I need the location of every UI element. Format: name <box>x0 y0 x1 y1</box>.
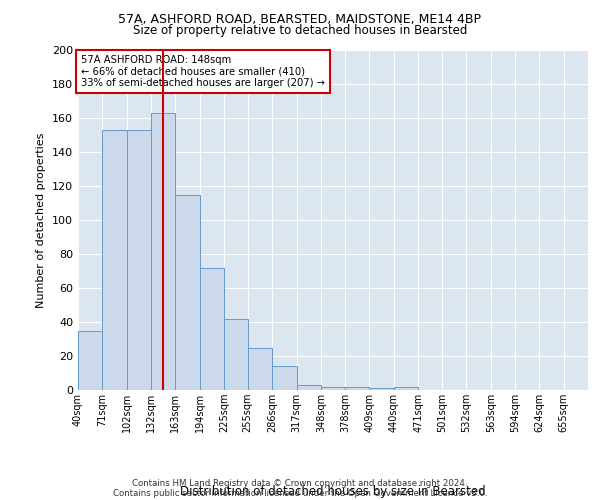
X-axis label: Distribution of detached houses by size in Bearsted: Distribution of detached houses by size … <box>180 485 486 498</box>
Bar <box>345 386 370 390</box>
Text: Contains HM Land Registry data © Crown copyright and database right 2024.: Contains HM Land Registry data © Crown c… <box>132 479 468 488</box>
Bar <box>103 130 127 390</box>
Bar <box>248 348 272 390</box>
Bar <box>224 318 248 390</box>
Bar <box>78 330 103 390</box>
Bar <box>200 268 224 390</box>
Bar <box>175 194 200 390</box>
Bar <box>127 130 151 390</box>
Bar <box>321 386 345 390</box>
Y-axis label: Number of detached properties: Number of detached properties <box>37 132 46 308</box>
Text: 57A ASHFORD ROAD: 148sqm
← 66% of detached houses are smaller (410)
33% of semi-: 57A ASHFORD ROAD: 148sqm ← 66% of detach… <box>80 55 325 88</box>
Bar <box>296 385 321 390</box>
Text: Contains public sector information licensed under the Open Government Licence v3: Contains public sector information licen… <box>113 489 487 498</box>
Bar <box>151 113 175 390</box>
Bar <box>272 366 296 390</box>
Text: Size of property relative to detached houses in Bearsted: Size of property relative to detached ho… <box>133 24 467 37</box>
Bar <box>394 386 418 390</box>
Bar <box>370 388 394 390</box>
Text: 57A, ASHFORD ROAD, BEARSTED, MAIDSTONE, ME14 4BP: 57A, ASHFORD ROAD, BEARSTED, MAIDSTONE, … <box>119 12 482 26</box>
